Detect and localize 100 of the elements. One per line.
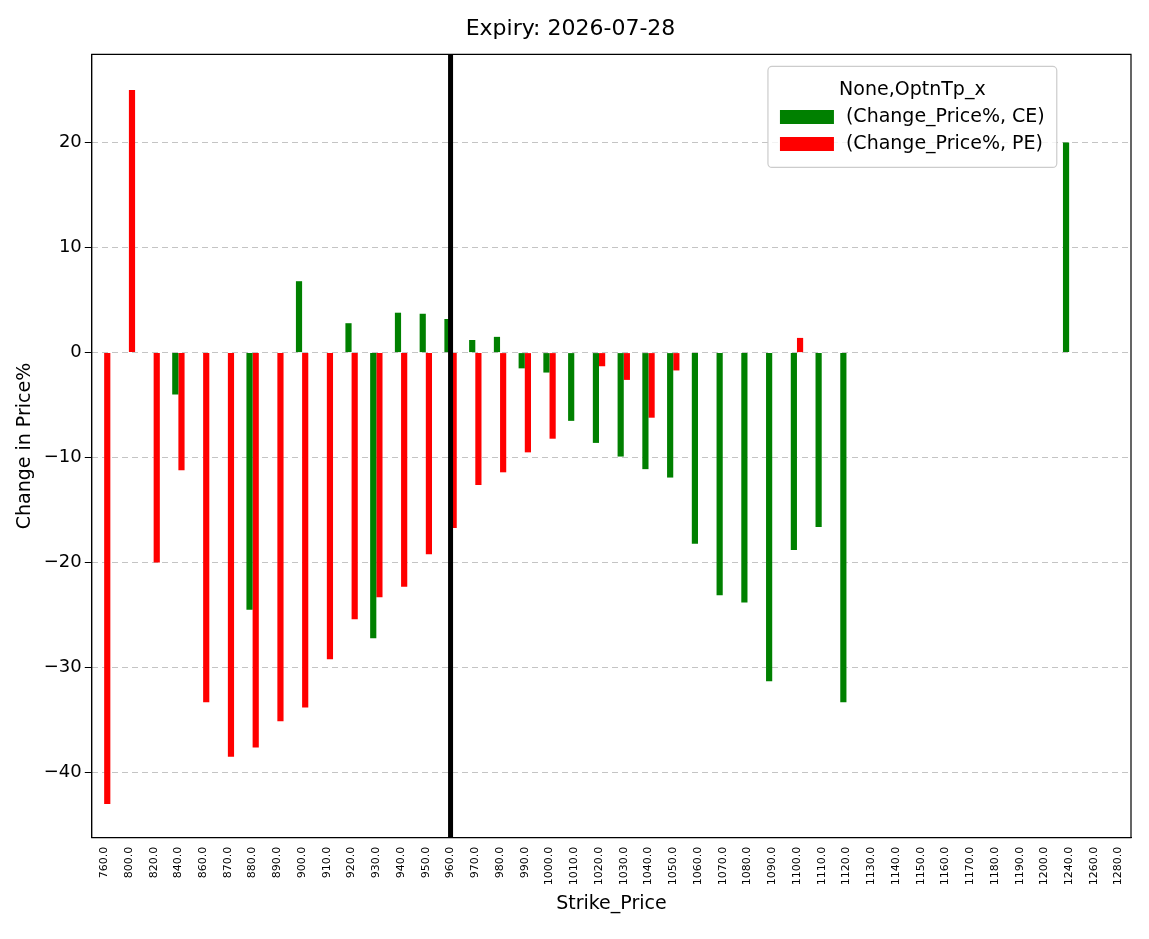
x-tick-label: 970.0	[468, 846, 482, 879]
x-tick-label: 1180.0	[987, 846, 1001, 886]
x-tick-label: 1200.0	[1037, 846, 1051, 886]
x-tick-label: 920.0	[344, 846, 358, 879]
bar	[172, 353, 179, 395]
bar	[252, 353, 259, 748]
bar	[599, 353, 606, 367]
bar	[178, 353, 185, 471]
bar	[326, 353, 334, 660]
x-tick-label: 1120.0	[839, 846, 853, 886]
x-axis-title: Strike_Price	[556, 890, 667, 914]
y-tick-label: −30	[43, 655, 82, 677]
bar	[691, 353, 698, 544]
x-tick-label: 1280.0	[1111, 846, 1125, 886]
bar	[518, 353, 525, 369]
x-tick-label: 900.0	[294, 846, 308, 879]
bar	[351, 353, 358, 620]
bar	[394, 312, 402, 353]
x-tick-label: 1080.0	[740, 846, 754, 886]
x-tick-label: 1060.0	[690, 846, 704, 886]
legend-label: (Change_Price%, PE)	[845, 130, 1043, 154]
x-tick-label: 1260.0	[1086, 846, 1100, 886]
x-tick-label: 960.0	[443, 846, 457, 879]
bar	[401, 353, 408, 587]
x-tick-label: 980.0	[492, 846, 506, 879]
x-tick-label: 990.0	[517, 846, 531, 879]
legend-label: (Change_Price%, CE)	[845, 103, 1045, 127]
bar	[1062, 142, 1070, 353]
bar	[370, 353, 377, 639]
x-tick-label: 880.0	[245, 846, 259, 879]
bar	[500, 353, 507, 473]
y-tick-label: −40	[43, 760, 82, 782]
x-tick-label: 950.0	[418, 846, 432, 879]
chart-title: Expiry: 2026-07-28	[465, 14, 676, 40]
bar	[642, 353, 649, 470]
bar	[840, 353, 847, 703]
x-tick-label: 1110.0	[814, 846, 828, 886]
bar	[277, 353, 284, 722]
bar	[153, 353, 160, 563]
x-tick-label: 1130.0	[864, 846, 878, 886]
legend-title: None,OptnTp_x	[839, 76, 986, 100]
bar	[741, 353, 748, 603]
x-tick-label: 860.0	[195, 846, 209, 879]
x-tick-label: 1010.0	[567, 846, 581, 886]
bar	[376, 353, 383, 598]
bar	[302, 353, 309, 708]
x-tick-label: 820.0	[146, 846, 160, 879]
bar	[796, 337, 804, 353]
bar	[475, 353, 482, 485]
x-tick-label: 1070.0	[715, 846, 729, 886]
bar	[543, 353, 550, 373]
y-tick-label: 0	[70, 340, 82, 362]
y-axis-title: Change in Price%	[12, 362, 35, 530]
bar	[648, 353, 655, 418]
x-tick-label: 1160.0	[938, 846, 952, 886]
bar	[203, 353, 210, 703]
x-tick-label: 1140.0	[888, 846, 902, 886]
x-tick-label: 840.0	[171, 846, 185, 879]
x-tick-label: 1170.0	[963, 846, 977, 886]
x-tick-label: 760.0	[97, 846, 111, 879]
bar	[425, 353, 433, 555]
x-tick-label: 870.0	[220, 846, 234, 879]
bar	[766, 353, 773, 682]
y-tick-label: 10	[58, 235, 82, 257]
x-tick-label: 1050.0	[666, 846, 680, 886]
bar	[128, 90, 136, 353]
y-tick-label: −10	[43, 445, 82, 467]
bar	[419, 313, 426, 353]
bar	[716, 353, 723, 596]
bar	[104, 353, 111, 805]
bar	[617, 353, 624, 457]
bar	[524, 353, 531, 453]
bar	[493, 336, 501, 353]
x-tick-label: 1090.0	[765, 846, 779, 886]
x-tick-label: 940.0	[393, 846, 407, 879]
x-tick-label: 1150.0	[913, 846, 927, 886]
bar	[568, 353, 575, 421]
x-tick-label: 890.0	[270, 846, 284, 879]
x-tick-label: 1100.0	[789, 846, 803, 886]
x-tick-label: 930.0	[369, 846, 383, 879]
bar	[246, 353, 253, 610]
bar	[790, 353, 797, 551]
bar	[815, 353, 822, 527]
x-tick-label: 1040.0	[641, 846, 655, 886]
bar	[345, 323, 352, 353]
x-tick-label: 1020.0	[591, 846, 605, 886]
bar	[469, 340, 476, 353]
bar	[549, 353, 556, 439]
y-tick-label: 20	[58, 130, 82, 152]
x-tick-label: 910.0	[319, 846, 333, 879]
bar	[592, 353, 600, 443]
x-tick-label: 1240.0	[1062, 846, 1075, 886]
bar	[667, 353, 674, 478]
x-tick-label: 800.0	[121, 846, 135, 879]
bar	[295, 281, 303, 353]
bar	[623, 353, 630, 380]
x-tick-label: 1190.0	[1012, 846, 1026, 886]
y-tick-label: −20	[43, 550, 82, 572]
bar	[673, 353, 680, 371]
bar	[227, 353, 235, 757]
